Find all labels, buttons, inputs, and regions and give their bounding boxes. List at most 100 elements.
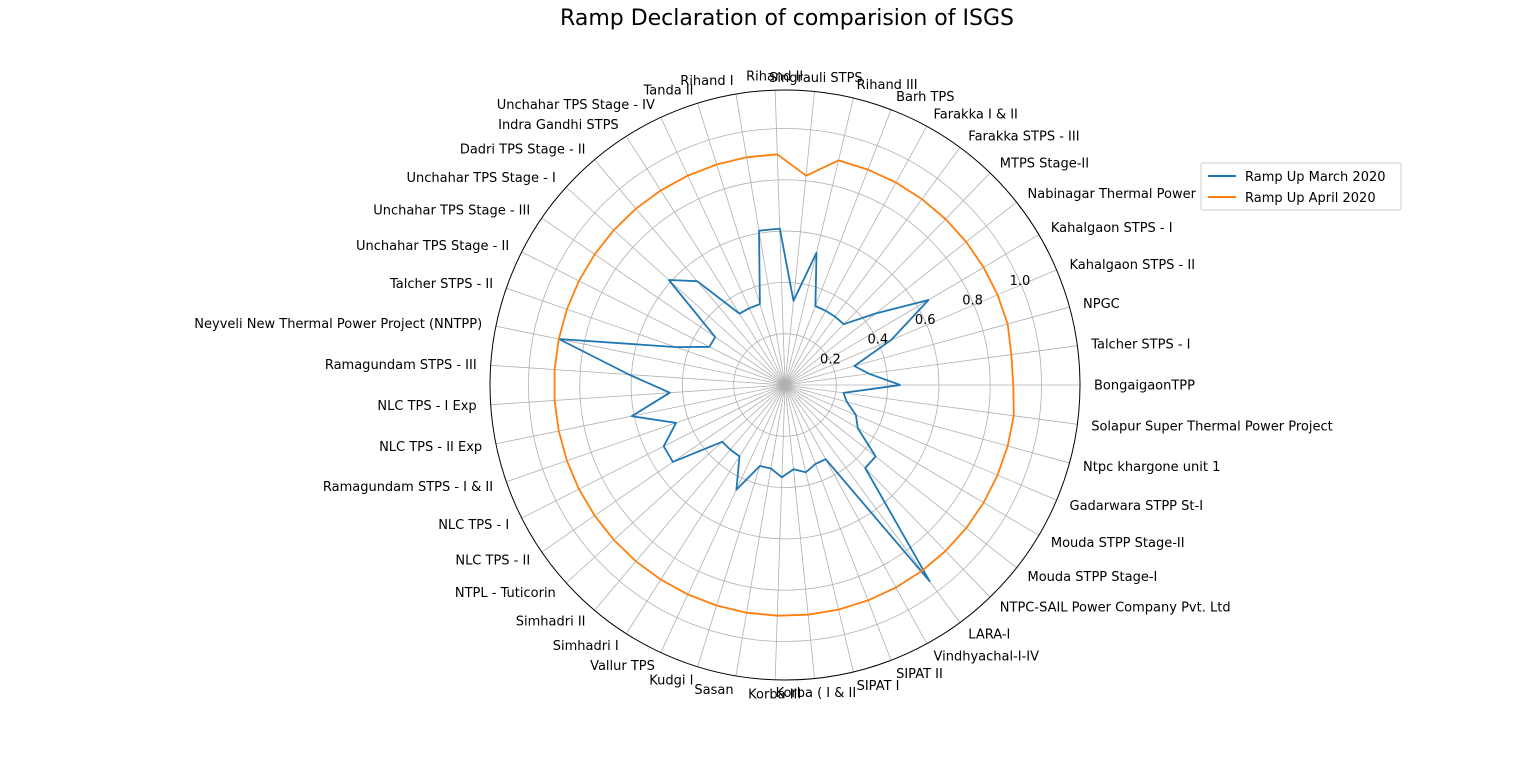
category-label: Gadarwara STPP St-I (1070, 499, 1204, 514)
grid-spoke (495, 384, 786, 445)
grid-spoke (784, 384, 991, 598)
series-lines (553, 153, 1015, 617)
category-label: Singrauli STPS (769, 71, 863, 86)
category-label: NLC TPS - II Exp (379, 440, 482, 455)
grid-spoke (784, 269, 1057, 386)
category-label: Rihand II (746, 70, 803, 85)
category-label: Rihand III (857, 78, 918, 93)
grid-spoke (594, 384, 786, 611)
grid-spoke (521, 384, 786, 519)
category-label: Korba III (748, 687, 801, 702)
grid-spoke (660, 384, 786, 653)
grid-spoke (784, 384, 1017, 569)
category-label: Rihand I (680, 74, 733, 89)
category-label: Indra Gandhi STPS (498, 118, 619, 133)
grid-spoke (784, 384, 1040, 536)
category-label: Ntpc khargone unit 1 (1083, 460, 1220, 475)
grid-spoke (784, 384, 961, 623)
category-label: Dadri TPS Stage - II (460, 143, 586, 158)
grid-spoke (784, 384, 815, 679)
polar-grid: 0.2 0.4 0.6 0.8 1.0 (489, 89, 1081, 681)
grid-spoke (784, 384, 892, 661)
category-label: SIPAT I (857, 679, 900, 694)
grid-spoke (784, 345, 1078, 386)
grid-spoke (784, 109, 892, 386)
category-label: SIPAT II (896, 667, 943, 682)
grid-spoke (784, 234, 1040, 386)
grid-spoke (784, 172, 991, 386)
category-label: Unchahar TPS Stage - III (373, 204, 530, 219)
category-label: NLC TPS - I Exp (377, 399, 476, 414)
grid-spoke (490, 364, 786, 386)
series-line-march (557, 227, 931, 583)
category-label: Unchahar TPS Stage - I (406, 171, 555, 186)
category-label: MTPS Stage-II (1000, 156, 1089, 171)
category-label: Ramagundam STPS - III (325, 358, 477, 373)
grid-spoke (541, 217, 786, 386)
category-label: Talcher STPS - I (1090, 337, 1190, 352)
grid-spoke (784, 201, 1017, 386)
category-label: Korba ( I & II (776, 686, 857, 701)
radial-tick-label: 1.0 (1010, 274, 1031, 289)
grid-spoke (784, 384, 854, 673)
grid-spoke (506, 287, 786, 386)
category-label: Vindhyachal-I-IV (934, 650, 1040, 665)
grid-spoke (625, 384, 786, 634)
category-label: LARA-I (968, 627, 1010, 642)
grid-spoke (784, 384, 928, 644)
category-label: Mouda STPP Stage-II (1051, 536, 1185, 551)
grid-spoke (784, 97, 854, 386)
category-label: NLC TPS - II (455, 553, 530, 568)
grid-spoke (521, 251, 786, 386)
category-label: Mouda STPP Stage-I (1028, 570, 1158, 585)
radial-tick-label: 0.2 (820, 352, 841, 367)
grid-spoke (784, 384, 1078, 425)
category-label: Sasan (694, 683, 733, 698)
grid-spoke (565, 186, 786, 386)
legend-frame (1200, 162, 1402, 211)
grid-spoke (506, 384, 786, 483)
polar-frame (489, 89, 1081, 681)
category-label: Farakka I & II (934, 108, 1018, 123)
category-label: Kahalgaon STPS - I (1051, 221, 1173, 236)
category-label: Kudgi I (649, 674, 693, 689)
radial-tick-label: 0.8 (962, 293, 983, 308)
grid-spoke (784, 91, 815, 386)
category-label: Ramagundam STPS - I & II (323, 480, 493, 495)
category-label: Vallur TPS (590, 659, 655, 674)
category-label: Kahalgaon STPS - II (1070, 258, 1196, 273)
grid-spoke (697, 384, 786, 667)
grid-spoke (784, 306, 1070, 386)
radial-tick-label: 0.6 (915, 313, 936, 328)
category-label: Barh TPS (896, 90, 954, 105)
category-label: Farakka STPS - III (968, 130, 1079, 145)
category-label: Unchahar TPS Stage - II (356, 239, 509, 254)
category-labels: BongaigaonTPP Talcher STPS - I NPGC Kahalga… (194, 70, 1332, 703)
category-label: Solapur Super Thermal Power Project (1091, 420, 1333, 435)
series-line-april (553, 153, 1015, 617)
category-label: Simhadri I (553, 639, 619, 654)
legend: Ramp Up March 2020 Ramp Up April 2020 (1200, 162, 1402, 211)
category-label: Neyveli New Thermal Power Project (NNTPP… (194, 317, 482, 332)
grid-spoke (774, 384, 786, 680)
grid-spoke (495, 325, 786, 386)
grid-spoke (594, 159, 786, 386)
grid-spoke (735, 384, 786, 676)
grid-spoke (490, 384, 786, 406)
radial-tick-label: 0.4 (867, 333, 888, 348)
grid-spoke (697, 103, 786, 386)
grid-spoke (735, 94, 786, 386)
category-label: Unchahar TPS Stage - IV (497, 98, 655, 113)
chart-title: Ramp Declaration of comparision of ISGS (560, 6, 1014, 31)
grid-spoke (565, 384, 786, 584)
category-label: Simhadri II (516, 615, 586, 630)
grid-spoke (784, 384, 1057, 501)
grid-spoke (660, 117, 786, 386)
legend-label-march: Ramp Up March 2020 (1245, 170, 1386, 185)
category-label: NPGC (1083, 297, 1120, 312)
grid-spoke (541, 384, 786, 553)
grid-spoke (784, 147, 961, 386)
category-label: NTPL - Tuticorin (455, 586, 556, 601)
grid-spoke (784, 384, 1070, 464)
category-label: NLC TPS - I (438, 518, 509, 533)
